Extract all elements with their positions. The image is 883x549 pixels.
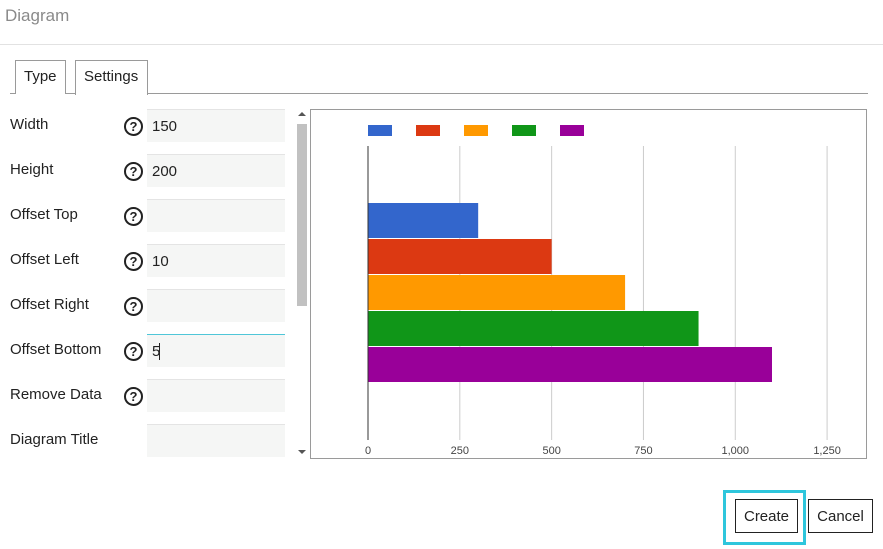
legend-swatch	[464, 125, 488, 136]
legend-swatch	[416, 125, 440, 136]
bar	[368, 347, 772, 382]
diagram-title-input[interactable]	[147, 424, 285, 457]
x-tick-label: 1,250	[813, 445, 841, 457]
offset-bottom-input[interactable]	[147, 334, 285, 367]
chart-preview: 0 250 500 750 1,000 1,250	[310, 109, 867, 459]
x-tick-label: 500	[542, 445, 560, 457]
bar	[368, 239, 552, 274]
help-icon[interactable]: ?	[124, 117, 143, 136]
height-input[interactable]	[147, 154, 285, 187]
form-row-remove-data: Remove Data ?	[0, 374, 296, 419]
offset-top-input[interactable]	[147, 199, 285, 232]
scroll-thumb[interactable]	[297, 124, 307, 306]
legend-swatch	[512, 125, 536, 136]
dialog-title: Diagram	[5, 6, 70, 25]
height-label: Height	[10, 161, 54, 178]
settings-form: Width ? Height ? Offset Top ? Offset Lef…	[0, 104, 296, 459]
tab-type[interactable]: Type	[15, 60, 66, 94]
offset-top-label: Offset Top	[10, 206, 78, 223]
bar	[368, 275, 626, 310]
title-divider	[0, 44, 883, 45]
bar	[368, 203, 479, 238]
bar-chart: 0 250 500 750 1,000 1,250	[365, 125, 841, 457]
form-row-offset-bottom: Offset Bottom ?	[0, 329, 296, 374]
form-row-offset-top: Offset Top ?	[0, 194, 296, 239]
offset-right-label: Offset Right	[10, 296, 89, 313]
offset-right-input[interactable]	[147, 289, 285, 322]
tab-settings[interactable]: Settings	[75, 60, 148, 95]
help-icon[interactable]: ?	[124, 387, 143, 406]
form-row-diagram-title: Diagram Title	[0, 419, 296, 459]
offset-left-label: Offset Left	[10, 251, 79, 268]
help-icon[interactable]: ?	[124, 297, 143, 316]
form-row-width: Width ?	[0, 104, 296, 149]
form-row-offset-left: Offset Left ?	[0, 239, 296, 284]
x-tick-label: 250	[451, 445, 469, 457]
scroll-up-arrow-icon[interactable]	[298, 112, 306, 116]
create-button[interactable]: Create	[735, 499, 798, 533]
form-row-height: Height ?	[0, 149, 296, 194]
form-scrollbar[interactable]	[296, 110, 308, 460]
cancel-button[interactable]: Cancel	[808, 499, 873, 533]
width-input[interactable]	[147, 109, 285, 142]
legend-swatch	[560, 125, 584, 136]
offset-left-input[interactable]	[147, 244, 285, 277]
form-row-offset-right: Offset Right ?	[0, 284, 296, 329]
bar	[368, 311, 699, 346]
help-icon[interactable]: ?	[124, 342, 143, 361]
help-icon[interactable]: ?	[124, 162, 143, 181]
remove-data-input[interactable]	[147, 379, 285, 412]
x-tick-label: 1,000	[722, 445, 750, 457]
offset-bottom-label: Offset Bottom	[10, 341, 102, 358]
x-tick-label: 750	[634, 445, 652, 457]
remove-data-label: Remove Data	[10, 386, 102, 403]
x-tick-label: 0	[365, 445, 371, 457]
width-label: Width	[10, 116, 49, 133]
text-caret	[159, 343, 160, 360]
diagram-title-label: Diagram Title	[10, 431, 99, 448]
help-icon[interactable]: ?	[124, 207, 143, 226]
legend-swatch	[368, 125, 392, 136]
create-focus-ring	[723, 490, 806, 545]
scroll-down-arrow-icon[interactable]	[298, 450, 306, 454]
tab-bar: Type Settings	[10, 60, 868, 95]
help-icon[interactable]: ?	[124, 252, 143, 271]
